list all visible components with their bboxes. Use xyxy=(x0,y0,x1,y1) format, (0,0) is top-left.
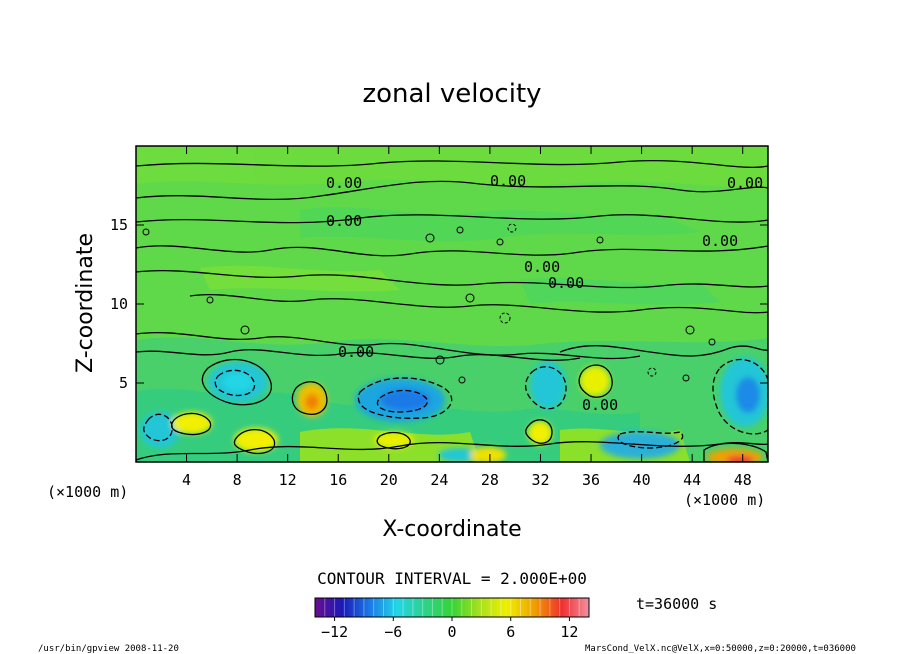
x-tick-label: 40 xyxy=(633,471,651,489)
colorbar-ticks: −12 −6 0 6 12 xyxy=(321,617,578,641)
contour-label: 0.00 xyxy=(702,232,738,250)
x-tick-label: 28 xyxy=(481,471,499,489)
x-axis-label: X-coordinate xyxy=(382,517,521,542)
x-tick-label: 16 xyxy=(329,471,347,489)
x-tick-label: 32 xyxy=(531,471,549,489)
colorbar-tick-label: −6 xyxy=(384,623,402,641)
x-unit-label: (×1000 m) xyxy=(684,491,765,509)
x-tick-label: 12 xyxy=(279,471,297,489)
colorbar: −12 −6 0 6 12 xyxy=(314,597,590,641)
small-contour-cells xyxy=(142,223,716,384)
x-tick-label: 4 xyxy=(182,471,191,489)
y-tick-label: 15 xyxy=(110,216,128,234)
contour-label: 0.00 xyxy=(326,212,362,230)
x-tick-label: 44 xyxy=(683,471,701,489)
chart-title: zonal velocity xyxy=(362,79,541,109)
contour-label: 0.00 xyxy=(326,174,362,192)
x-tick-label: 48 xyxy=(734,471,752,489)
anomaly-blobs xyxy=(140,357,768,462)
colorbar-tick-label: 12 xyxy=(560,623,578,641)
y-axis-label: Z-coordinate xyxy=(73,233,98,373)
contour-label: 0.00 xyxy=(582,396,618,414)
contour-label: 0.00 xyxy=(727,174,763,192)
footer-left: /usr/bin/gpview 2008-11-20 xyxy=(38,644,179,654)
y-tick-label: 5 xyxy=(119,374,128,392)
plot-area: 0.00 0.00 0.00 0.00 0.00 0.00 0.00 0.00 … xyxy=(136,146,768,462)
y-axis: 5 10 15 xyxy=(110,216,768,392)
colorbar-tick-label: −12 xyxy=(321,623,348,641)
contour-label: 0.00 xyxy=(338,343,374,361)
x-tick-label: 8 xyxy=(233,471,242,489)
footer-right: MarsCond_VelX.nc@VelX,x=0:50000,z=0:2000… xyxy=(585,644,856,654)
contour-label: 0.00 xyxy=(548,274,584,292)
contour-lines xyxy=(136,159,768,462)
contour-labels: 0.00 0.00 0.00 0.00 0.00 0.00 0.00 0.00 … xyxy=(326,172,763,414)
time-label: t=36000 s xyxy=(636,595,717,613)
y-tick-label: 10 xyxy=(110,295,128,313)
y-unit-label: (×1000 m) xyxy=(47,483,128,501)
contour-label: 0.00 xyxy=(490,172,526,190)
colorbar-tick-label: 0 xyxy=(447,623,456,641)
contour-interval-text: CONTOUR INTERVAL = 2.000E+00 xyxy=(317,569,587,588)
contour-label: 0.00 xyxy=(524,258,560,276)
colorbar-gradient xyxy=(315,598,589,617)
x-axis: 4 8 12 16 20 24 28 32 36 40 44 48 xyxy=(182,146,752,489)
x-tick-label: 24 xyxy=(430,471,448,489)
x-tick-label: 36 xyxy=(582,471,600,489)
colorbar-tick-label: 6 xyxy=(506,623,515,641)
x-tick-label: 20 xyxy=(380,471,398,489)
